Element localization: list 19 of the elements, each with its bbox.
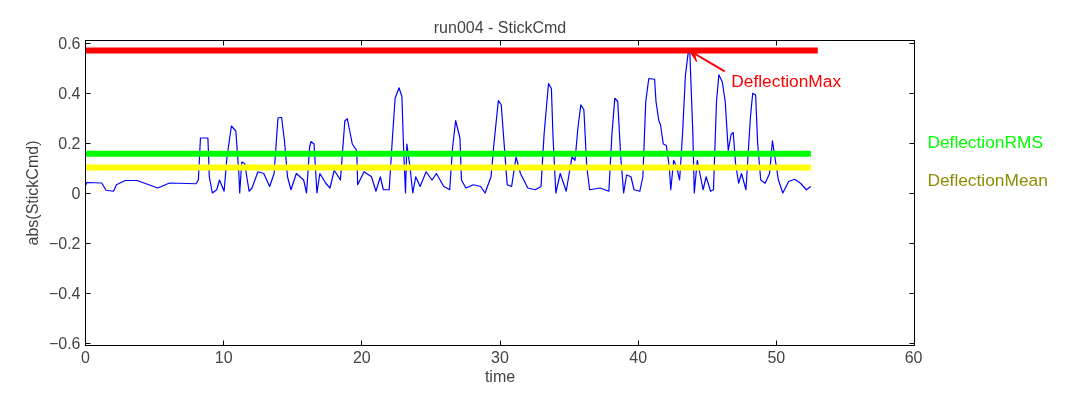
y-tick-label: 0.4 <box>58 85 81 102</box>
y-tick-label: −0.2 <box>48 235 81 252</box>
x-tick-label: 30 <box>491 348 509 366</box>
x-tick-label: 40 <box>629 348 648 366</box>
x-tick-label: 50 <box>767 348 786 366</box>
y-tick-label: 0.2 <box>58 135 81 152</box>
x-axis-title: time <box>484 367 516 385</box>
y-tick-label: 0 <box>71 185 81 202</box>
y-tick-label: 0.6 <box>58 35 81 52</box>
y-axis-title: abs(StickCmd) <box>23 140 41 246</box>
chart-title: run004 - StickCmd <box>433 18 567 36</box>
annotation: DeflectionMax <box>731 70 842 91</box>
y-tick-label: −0.4 <box>48 285 81 302</box>
text: DeflectionMean <box>927 169 1048 190</box>
x-tick-label: 60 <box>904 348 923 366</box>
x-tick-label: 20 <box>352 348 371 366</box>
y-tick-label: −0.6 <box>48 335 81 352</box>
x-tick-label: 10 <box>214 348 233 366</box>
text: DeflectionRMS <box>927 131 1043 152</box>
